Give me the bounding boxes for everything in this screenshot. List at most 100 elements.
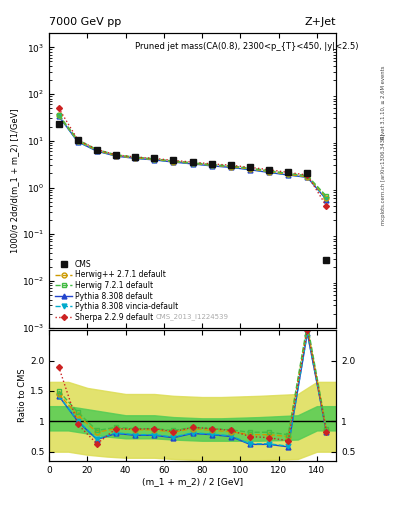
CMS — [267, 167, 272, 173]
Herwig++ 2.7.1 default — [56, 112, 61, 118]
Pythia 8.308 vincia-default — [228, 164, 233, 170]
Sherpa 2.2.9 default — [171, 157, 176, 163]
X-axis label: (m_1 + m_2) / 2 [GeV]: (m_1 + m_2) / 2 [GeV] — [142, 477, 243, 486]
Y-axis label: 1000/σ 2dσ/d(m_1 + m_2) [1/GeV]: 1000/σ 2dσ/d(m_1 + m_2) [1/GeV] — [10, 108, 19, 253]
Herwig++ 2.7.1 default — [248, 166, 252, 172]
Herwig++ 2.7.1 default — [228, 163, 233, 169]
Sherpa 2.2.9 default — [75, 137, 80, 143]
Sherpa 2.2.9 default — [56, 105, 61, 111]
Sherpa 2.2.9 default — [286, 169, 290, 176]
Pythia 8.308 vincia-default — [114, 153, 118, 159]
CMS — [190, 159, 195, 165]
Pythia 8.308 vincia-default — [56, 113, 61, 119]
Line: Pythia 8.308 default: Pythia 8.308 default — [56, 114, 329, 202]
Sherpa 2.2.9 default — [248, 164, 252, 170]
Pythia 8.308 default — [286, 172, 290, 178]
Pythia 8.308 default — [171, 159, 176, 165]
Line: Pythia 8.308 vincia-default: Pythia 8.308 vincia-default — [56, 114, 329, 201]
Pythia 8.308 default — [267, 169, 272, 176]
Sherpa 2.2.9 default — [114, 152, 118, 158]
Pythia 8.308 default — [228, 164, 233, 170]
Pythia 8.308 vincia-default — [190, 161, 195, 167]
Pythia 8.308 vincia-default — [75, 139, 80, 145]
Pythia 8.308 default — [133, 155, 138, 161]
Herwig 7.2.1 default — [228, 163, 233, 169]
Pythia 8.308 vincia-default — [267, 169, 272, 175]
Pythia 8.308 default — [324, 197, 329, 203]
Pythia 8.308 default — [152, 157, 157, 163]
Pythia 8.308 default — [209, 163, 214, 169]
CMS — [228, 162, 233, 168]
Text: mcplots.cern.ch [arXiv:1306.3436]: mcplots.cern.ch [arXiv:1306.3436] — [381, 134, 386, 225]
Herwig 7.2.1 default — [152, 156, 157, 162]
Herwig 7.2.1 default — [56, 112, 61, 118]
CMS — [171, 157, 176, 163]
Pythia 8.308 default — [56, 113, 61, 119]
Herwig++ 2.7.1 default — [267, 168, 272, 175]
Herwig++ 2.7.1 default — [324, 195, 329, 201]
Herwig 7.2.1 default — [171, 158, 176, 164]
Text: Rivet 3.1.10, ≥ 2.6M events: Rivet 3.1.10, ≥ 2.6M events — [381, 66, 386, 139]
Sherpa 2.2.9 default — [152, 155, 157, 161]
CMS — [133, 154, 138, 160]
Herwig++ 2.7.1 default — [95, 147, 99, 154]
Pythia 8.308 vincia-default — [209, 162, 214, 168]
Sherpa 2.2.9 default — [267, 167, 272, 173]
Legend: CMS, Herwig++ 2.7.1 default, Herwig 7.2.1 default, Pythia 8.308 default, Pythia : CMS, Herwig++ 2.7.1 default, Herwig 7.2.… — [53, 258, 181, 324]
Pythia 8.308 default — [114, 153, 118, 159]
Herwig 7.2.1 default — [95, 146, 99, 153]
Pythia 8.308 default — [305, 174, 310, 180]
Herwig 7.2.1 default — [286, 170, 290, 177]
Pythia 8.308 default — [95, 148, 99, 154]
Herwig 7.2.1 default — [248, 165, 252, 171]
Sherpa 2.2.9 default — [190, 159, 195, 165]
Text: Z+Jet: Z+Jet — [305, 17, 336, 28]
Herwig 7.2.1 default — [324, 193, 329, 199]
CMS — [152, 155, 157, 161]
Line: Sherpa 2.2.9 default: Sherpa 2.2.9 default — [57, 106, 329, 208]
Sherpa 2.2.9 default — [228, 162, 233, 168]
Pythia 8.308 vincia-default — [133, 155, 138, 161]
CMS — [305, 170, 310, 177]
CMS — [324, 257, 329, 263]
Herwig++ 2.7.1 default — [133, 155, 138, 161]
Herwig 7.2.1 default — [209, 161, 214, 167]
Herwig++ 2.7.1 default — [114, 153, 118, 159]
Herwig 7.2.1 default — [305, 173, 310, 179]
Pythia 8.308 default — [75, 139, 80, 145]
Pythia 8.308 vincia-default — [152, 157, 157, 163]
Herwig 7.2.1 default — [267, 167, 272, 174]
Pythia 8.308 vincia-default — [248, 166, 252, 173]
Text: 7000 GeV pp: 7000 GeV pp — [49, 17, 121, 28]
Herwig 7.2.1 default — [133, 154, 138, 160]
Text: CMS_2013_I1224539: CMS_2013_I1224539 — [156, 313, 229, 321]
Herwig 7.2.1 default — [75, 137, 80, 143]
CMS — [75, 137, 80, 143]
Herwig++ 2.7.1 default — [152, 156, 157, 162]
Herwig++ 2.7.1 default — [171, 158, 176, 164]
Sherpa 2.2.9 default — [305, 172, 310, 178]
Line: Herwig++ 2.7.1 default: Herwig++ 2.7.1 default — [56, 113, 329, 200]
Pythia 8.308 vincia-default — [95, 148, 99, 154]
CMS — [114, 152, 118, 158]
Y-axis label: Ratio to CMS: Ratio to CMS — [18, 369, 27, 422]
Sherpa 2.2.9 default — [95, 146, 99, 153]
Text: Pruned jet mass(CA(0.8), 2300<p_{T}<450, |y|<2.5): Pruned jet mass(CA(0.8), 2300<p_{T}<450,… — [135, 42, 359, 51]
CMS — [286, 168, 290, 175]
Herwig++ 2.7.1 default — [286, 172, 290, 178]
Line: Herwig 7.2.1 default: Herwig 7.2.1 default — [56, 112, 329, 199]
Pythia 8.308 default — [248, 167, 252, 173]
Herwig++ 2.7.1 default — [75, 138, 80, 144]
Herwig 7.2.1 default — [190, 160, 195, 166]
Sherpa 2.2.9 default — [209, 161, 214, 167]
Pythia 8.308 vincia-default — [324, 196, 329, 202]
Line: CMS: CMS — [55, 121, 330, 263]
CMS — [56, 121, 61, 127]
Herwig 7.2.1 default — [114, 152, 118, 158]
Herwig++ 2.7.1 default — [190, 160, 195, 166]
Sherpa 2.2.9 default — [324, 203, 329, 209]
Herwig++ 2.7.1 default — [209, 162, 214, 168]
CMS — [209, 161, 214, 167]
Herwig++ 2.7.1 default — [305, 174, 310, 180]
Pythia 8.308 default — [190, 161, 195, 167]
